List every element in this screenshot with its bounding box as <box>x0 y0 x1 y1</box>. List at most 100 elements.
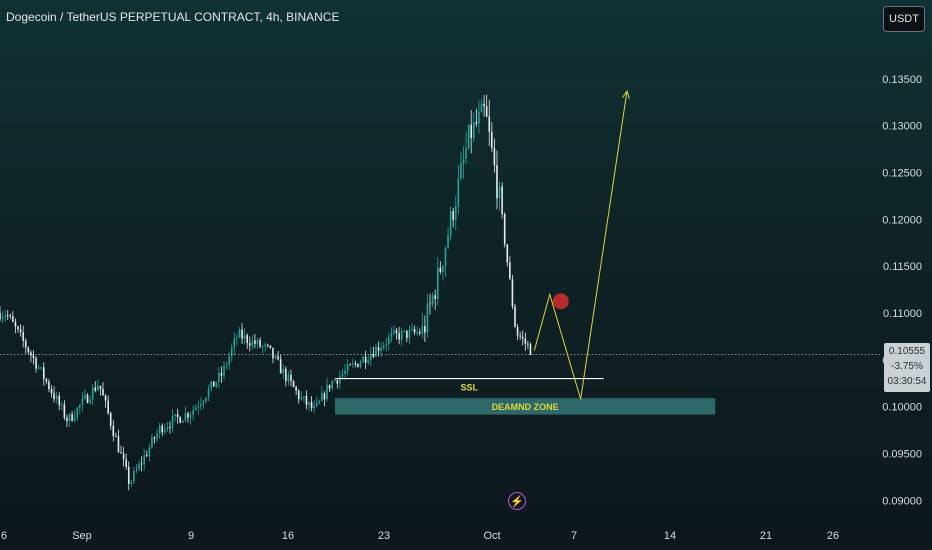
candle <box>238 329 241 338</box>
candle <box>169 426 171 428</box>
candle <box>488 116 491 132</box>
candle <box>202 401 205 405</box>
candle <box>336 380 339 384</box>
candle <box>328 384 331 389</box>
candle <box>0 313 1 320</box>
candle <box>143 455 145 464</box>
candle <box>254 340 256 345</box>
candle <box>236 337 238 339</box>
candle <box>493 148 496 166</box>
candle <box>359 362 362 368</box>
candle <box>233 338 236 348</box>
candle <box>480 103 483 112</box>
current-price-tag: 0.10555 -3.75% 03:30:54 <box>884 343 930 392</box>
candle <box>94 387 97 391</box>
candle <box>102 388 104 396</box>
candle <box>388 336 390 345</box>
candle <box>292 380 295 387</box>
candle <box>467 124 470 149</box>
candle <box>416 332 418 334</box>
candle <box>156 433 158 439</box>
candle <box>153 437 156 439</box>
lightning-icon[interactable]: ⚡ <box>508 492 526 510</box>
candle <box>285 368 287 382</box>
candle <box>501 186 503 214</box>
candle <box>509 262 511 280</box>
y-tick-label: 0.12500 <box>882 168 922 180</box>
candle <box>207 388 210 398</box>
candle <box>107 400 109 414</box>
candle <box>524 338 527 344</box>
candle <box>521 336 524 339</box>
x-tick-label: 7 <box>571 530 577 542</box>
candle <box>310 402 313 409</box>
candle <box>220 372 223 376</box>
x-tick-label: 9 <box>188 530 194 542</box>
y-tick-label: 0.10000 <box>882 402 922 414</box>
candle <box>408 329 411 338</box>
candle <box>109 413 112 426</box>
candle <box>485 106 488 117</box>
candle <box>382 345 385 348</box>
candle <box>35 358 37 369</box>
current-price: 0.10555 <box>888 346 926 357</box>
projection-arrowhead <box>622 89 630 99</box>
currency-button[interactable]: USDT <box>883 6 925 32</box>
candle <box>19 329 22 333</box>
x-tick-label: 16 <box>282 530 294 542</box>
candles-layer <box>0 94 532 491</box>
candle <box>315 403 318 407</box>
candle <box>148 447 151 456</box>
candle <box>323 393 326 400</box>
candle <box>42 367 45 379</box>
candle <box>457 178 460 207</box>
candle <box>189 414 192 418</box>
candle <box>277 355 279 360</box>
candle <box>287 374 290 382</box>
candle <box>228 356 230 365</box>
candle <box>462 158 465 164</box>
demand-zone <box>335 398 716 415</box>
candle <box>449 211 452 236</box>
candle <box>212 381 215 387</box>
candle <box>341 374 344 377</box>
candle <box>491 131 493 149</box>
candle <box>32 355 35 359</box>
y-tick-label: 0.11000 <box>883 308 922 320</box>
candle <box>349 364 351 366</box>
y-tick-label: 0.12000 <box>882 214 922 226</box>
annotations-layer: DEAMND ZONE SSL <box>0 89 882 415</box>
candle <box>61 404 63 406</box>
axes-layer: 0.090000.095000.100000.105000.110000.115… <box>1 74 922 542</box>
candle <box>269 345 272 348</box>
candle <box>166 426 169 429</box>
candle <box>506 244 509 263</box>
candle <box>104 395 107 401</box>
candle <box>390 333 393 337</box>
x-tick-label: 26 <box>827 530 839 542</box>
candle <box>372 353 375 357</box>
candle <box>225 364 228 366</box>
candle <box>261 346 264 348</box>
candle <box>197 406 200 408</box>
candle <box>230 347 233 357</box>
candle <box>200 404 202 407</box>
candle <box>344 370 346 375</box>
candle <box>290 374 292 381</box>
candle <box>164 428 166 433</box>
candle <box>354 363 357 365</box>
chart-title: Dogecoin / TetherUS PERPETUAL CONTRACT, … <box>6 10 340 24</box>
candle <box>318 400 321 404</box>
candle <box>125 459 127 467</box>
projection-path <box>533 90 628 400</box>
candle <box>171 415 174 428</box>
candle <box>138 463 140 470</box>
candle <box>395 330 398 334</box>
candle <box>370 353 372 361</box>
candle <box>503 213 506 245</box>
candle <box>300 397 303 400</box>
candle <box>514 306 516 328</box>
candle <box>483 103 485 107</box>
